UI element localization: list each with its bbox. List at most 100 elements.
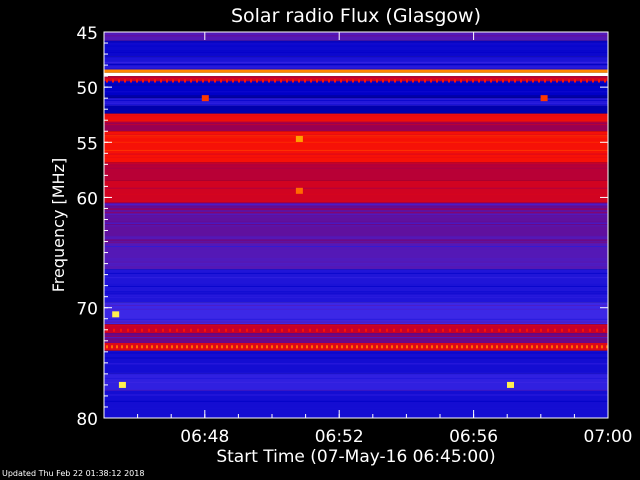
interference-dot [406,79,408,83]
texture-line [104,394,608,396]
interference-dot [498,328,500,332]
interference-dot [394,79,396,83]
interference-dot [551,345,553,349]
interference-dot [446,345,448,349]
interference-dot [575,328,577,332]
texture-line [104,381,608,383]
frequency-band [104,180,608,203]
interference-dot [156,345,158,349]
interference-dot [190,328,192,332]
texture-line [104,56,608,58]
texture-line [104,287,608,289]
interference-dot [134,328,136,332]
interference-dot [274,79,276,83]
interference-dot [141,345,143,349]
interference-dot [148,79,150,83]
texture-line [104,149,608,151]
interference-dot [562,79,564,83]
y-tick-label: 70 [76,300,98,320]
interference-dot [391,345,393,349]
interference-dot [280,79,282,83]
interference-dot [281,345,283,349]
burst-spot [112,311,120,318]
interference-dot [124,79,126,83]
frequency-band [104,72,608,77]
interference-dot [421,345,423,349]
interference-dot [253,328,255,332]
texture-line [104,51,608,53]
texture-line [104,258,608,260]
interference-dot [169,328,171,332]
texture-line [104,235,608,237]
interference-dot [111,345,113,349]
interference-dot [326,345,328,349]
texture-line [104,277,608,279]
interference-dot [211,345,213,349]
interference-dot [321,345,323,349]
interference-dot [286,79,288,83]
interference-dot [340,79,342,83]
interference-dot [142,79,144,83]
interference-dot [197,328,199,332]
texture-line [104,50,608,52]
interference-dot [221,345,223,349]
interference-dot [268,79,270,83]
texture-line [104,153,608,155]
interference-dot [351,328,353,332]
interference-dot [456,345,458,349]
texture-line [104,243,608,245]
interference-dot [246,328,248,332]
interference-dot [178,79,180,83]
interference-dot [449,328,451,332]
interference-dot [352,79,354,83]
texture-line [104,246,608,248]
interference-dot [396,345,398,349]
interference-dot [208,79,210,83]
texture-line [104,357,608,359]
interference-dot [120,328,122,332]
interference-dot [146,345,148,349]
interference-dot [490,79,492,83]
interference-dot [576,345,578,349]
interference-dot [538,79,540,83]
interference-dot [606,345,608,349]
texture-line [104,121,608,123]
texture-line [104,259,608,261]
interference-dot [322,79,324,83]
interference-dot [505,328,507,332]
interference-dot [201,345,203,349]
interference-dot [301,345,303,349]
texture-line [104,97,608,99]
texture-line [104,240,608,242]
interference-dot [400,79,402,83]
interference-dot [225,328,227,332]
interference-dot [491,345,493,349]
interference-dot [267,328,269,332]
burst-spot [118,381,126,388]
x-tick-label: 06:52 [315,427,364,447]
interference-dot [116,345,118,349]
interference-dot [556,345,558,349]
interference-dot [502,79,504,83]
texture-line [104,400,608,402]
interference-dot [379,328,381,332]
texture-line [104,321,608,323]
interference-dot [358,79,360,83]
interference-dot [216,345,218,349]
texture-line [104,407,608,409]
interference-dot [262,79,264,83]
interference-dot [202,79,204,83]
interference-dot [566,345,568,349]
interference-dot [291,345,293,349]
interference-dot [295,328,297,332]
update-timestamp: Updated Thu Feb 22 01:38:12 2018 [2,469,145,478]
texture-line [104,97,608,99]
interference-dot [574,79,576,83]
frequency-band [104,76,608,81]
texture-line [104,263,608,265]
interference-dot [598,79,600,83]
interference-dot [113,328,115,332]
interference-dot [204,328,206,332]
interference-dot [166,345,168,349]
